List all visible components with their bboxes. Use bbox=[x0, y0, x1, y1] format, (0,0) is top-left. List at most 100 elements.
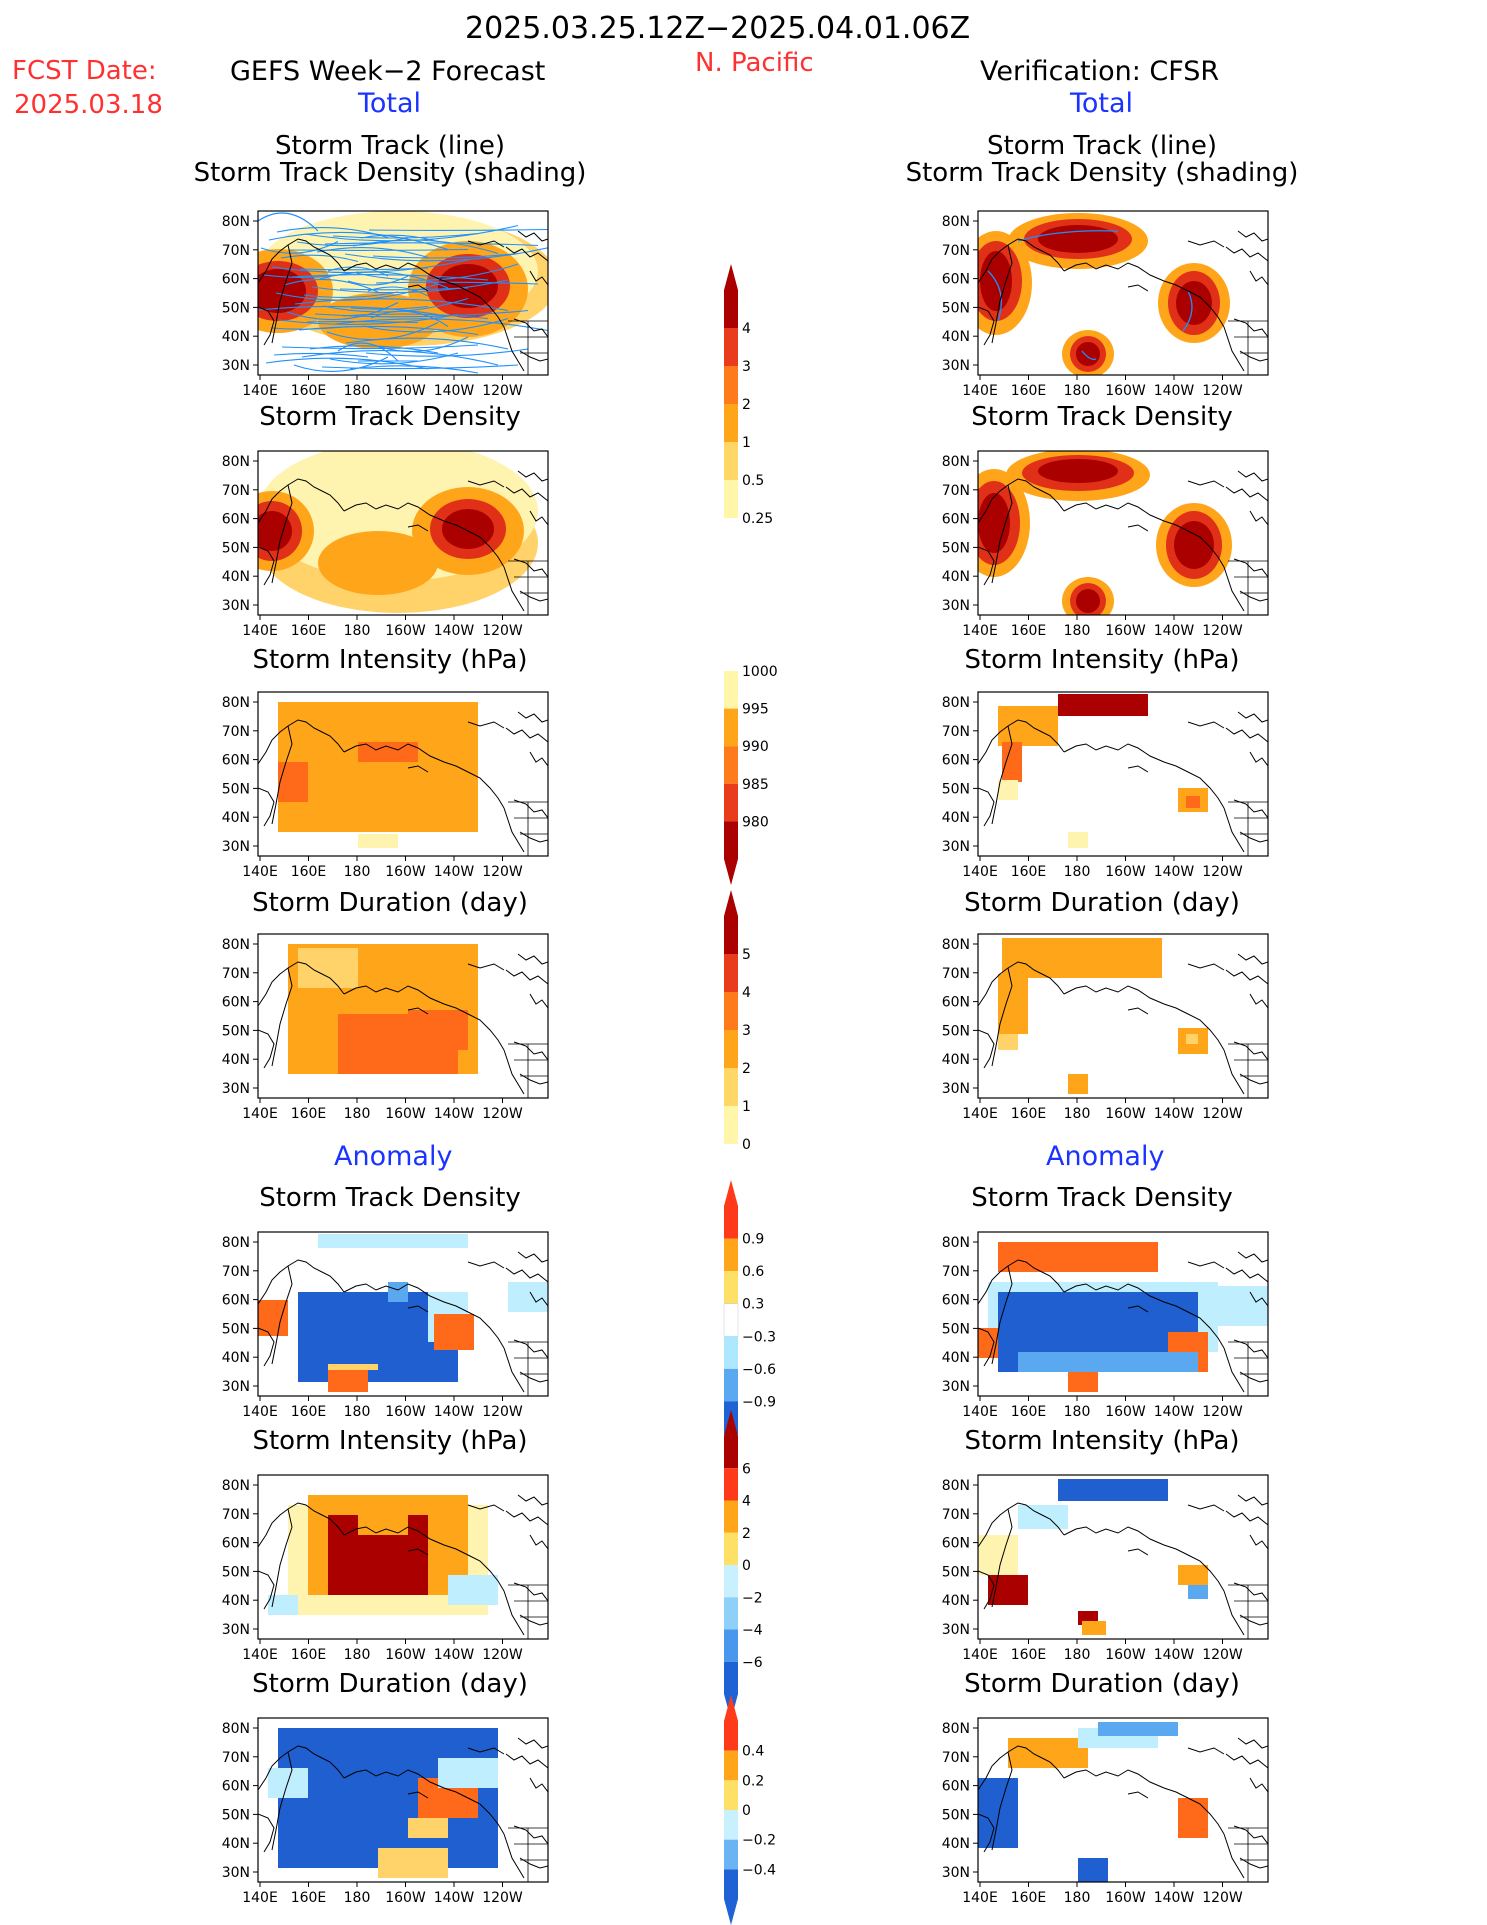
lat-tick-label: 40N bbox=[222, 1350, 250, 1366]
plot-frame bbox=[257, 210, 549, 376]
coastline bbox=[991, 244, 1013, 344]
coastline bbox=[1237, 1737, 1268, 1749]
coastline bbox=[258, 306, 275, 346]
coastline bbox=[519, 1614, 548, 1626]
state-borders bbox=[1228, 1341, 1268, 1396]
shading-region bbox=[998, 780, 1018, 800]
lat-tick-label: 50N bbox=[942, 1321, 970, 1337]
shading-region bbox=[1038, 459, 1118, 483]
coastline bbox=[258, 1745, 345, 1791]
lat-tick-label: 30N bbox=[222, 839, 250, 855]
coastline bbox=[1225, 1510, 1268, 1526]
coastline bbox=[1239, 1614, 1268, 1626]
lon-tick-label: 160E bbox=[291, 864, 327, 880]
storm-track-line bbox=[345, 337, 509, 350]
shading-region bbox=[438, 1758, 498, 1788]
colorbar-label: −0.9 bbox=[742, 1394, 776, 1410]
left-intensity-title: Storm Intensity (hPa) bbox=[252, 645, 528, 675]
storm-track-line bbox=[273, 352, 369, 358]
coastline bbox=[1127, 284, 1149, 292]
storm-track-line bbox=[355, 263, 519, 281]
coastline bbox=[503, 566, 525, 612]
lon-tick-label: 160W bbox=[1105, 864, 1146, 880]
lat-tick-label: 40N bbox=[222, 1836, 250, 1852]
coastline bbox=[1249, 993, 1268, 1009]
lon-tick-label: 140E bbox=[242, 1106, 278, 1122]
lat-tick-label: 80N bbox=[942, 1721, 970, 1737]
intensity-anom-colorbar: 6 4 2 0 −2 −4 −6 bbox=[724, 1410, 763, 1720]
coastline bbox=[1127, 1305, 1149, 1313]
coastline bbox=[343, 502, 505, 568]
lon-tick-label: 180 bbox=[1064, 864, 1091, 880]
coastline bbox=[1249, 751, 1268, 767]
plot-frame bbox=[257, 1231, 549, 1397]
colorbar-label: 0 bbox=[742, 1558, 751, 1574]
region-label: N. Pacific bbox=[695, 48, 814, 78]
fcst-date-value: 2025.03.18 bbox=[14, 90, 163, 120]
colorbar-segment bbox=[724, 1839, 738, 1870]
lon-tick-label: 160E bbox=[1011, 623, 1047, 639]
storm-track-line bbox=[291, 274, 489, 281]
coastline bbox=[407, 1791, 429, 1799]
coastline bbox=[978, 1259, 1065, 1305]
track-total-verification-map: 80N 70N 60N 50N 40N 30N 140E 160E 180 160W 140W 120… bbox=[942, 210, 1269, 399]
lon-tick-label: 120W bbox=[1202, 1106, 1243, 1122]
lat-tick-label: 60N bbox=[942, 272, 970, 288]
lon-tick-label: 140E bbox=[962, 1106, 998, 1122]
coastline bbox=[258, 719, 345, 765]
coastline bbox=[407, 284, 429, 292]
colorbar-segment bbox=[724, 890, 738, 954]
storm-track-line bbox=[283, 278, 379, 293]
lat-tick-label: 60N bbox=[942, 512, 970, 528]
coastline bbox=[503, 807, 525, 853]
shading-region bbox=[1068, 832, 1088, 848]
storm-track-line bbox=[278, 313, 459, 325]
right-anomaly-label: Anomaly bbox=[1046, 1141, 1165, 1172]
intensity-total-verification-map: 80N 70N 60N 50N 40N 30N 140E 160E 180 160W 140W 120… bbox=[942, 691, 1269, 880]
coastline bbox=[517, 1251, 548, 1263]
lat-tick-label: 80N bbox=[222, 937, 250, 953]
shading-region bbox=[378, 1848, 448, 1878]
date-range-title: 2025.03.25.12Z−2025.04.01.06Z bbox=[465, 11, 971, 46]
lon-tick-label: 160W bbox=[385, 383, 426, 399]
storm-track-line bbox=[271, 259, 469, 274]
storm-track-line bbox=[263, 271, 359, 278]
coastline bbox=[1187, 1504, 1225, 1512]
coastline bbox=[343, 262, 505, 328]
colorbar-label: 4 bbox=[742, 1494, 751, 1510]
coastline bbox=[1239, 350, 1268, 362]
colorbar-label: −0.6 bbox=[742, 1362, 776, 1378]
colorbar-segment bbox=[724, 1869, 738, 1925]
right-anom-intensity-title: Storm Intensity (hPa) bbox=[964, 1426, 1240, 1456]
state-borders bbox=[508, 1043, 548, 1098]
lat-tick-label: 80N bbox=[942, 695, 970, 711]
right-intensity-title: Storm Intensity (hPa) bbox=[964, 645, 1240, 675]
lon-tick-label: 160E bbox=[291, 1106, 327, 1122]
coastline bbox=[991, 484, 1013, 584]
storm-track-line bbox=[311, 279, 509, 294]
shading-region bbox=[1076, 342, 1100, 366]
colorbar-segment bbox=[724, 328, 738, 366]
lat-tick-label: 70N bbox=[222, 483, 250, 499]
colorbar-label: 5 bbox=[742, 947, 751, 963]
lat-tick-label: 70N bbox=[222, 1750, 250, 1766]
coastline bbox=[271, 484, 293, 584]
lon-tick-label: 140W bbox=[434, 864, 475, 880]
coastline bbox=[1187, 721, 1225, 729]
lon-tick-label: 120W bbox=[482, 1647, 523, 1663]
storm-track-line bbox=[332, 232, 479, 239]
colorbar-segment bbox=[724, 1695, 738, 1751]
coastline bbox=[271, 1265, 293, 1365]
lat-tick-label: 30N bbox=[222, 1622, 250, 1638]
storm-track-line bbox=[372, 252, 519, 259]
colorbar-label: 1000 bbox=[742, 664, 778, 680]
shading-region bbox=[1002, 742, 1022, 782]
lat-tick-label: 80N bbox=[942, 1235, 970, 1251]
lat-tick-label: 40N bbox=[222, 329, 250, 345]
track-total-forecast-map: 80N 70N 60N 50N 40N 30N 140E 160E 180 160W 140W 120… bbox=[222, 210, 549, 399]
lat-tick-label: 40N bbox=[942, 569, 970, 585]
left-anom-intensity-title: Storm Intensity (hPa) bbox=[252, 1426, 528, 1456]
shading-region bbox=[258, 1300, 288, 1336]
lon-tick-label: 180 bbox=[1064, 1106, 1091, 1122]
right-track-line-title: Storm Track (line) bbox=[987, 131, 1217, 161]
